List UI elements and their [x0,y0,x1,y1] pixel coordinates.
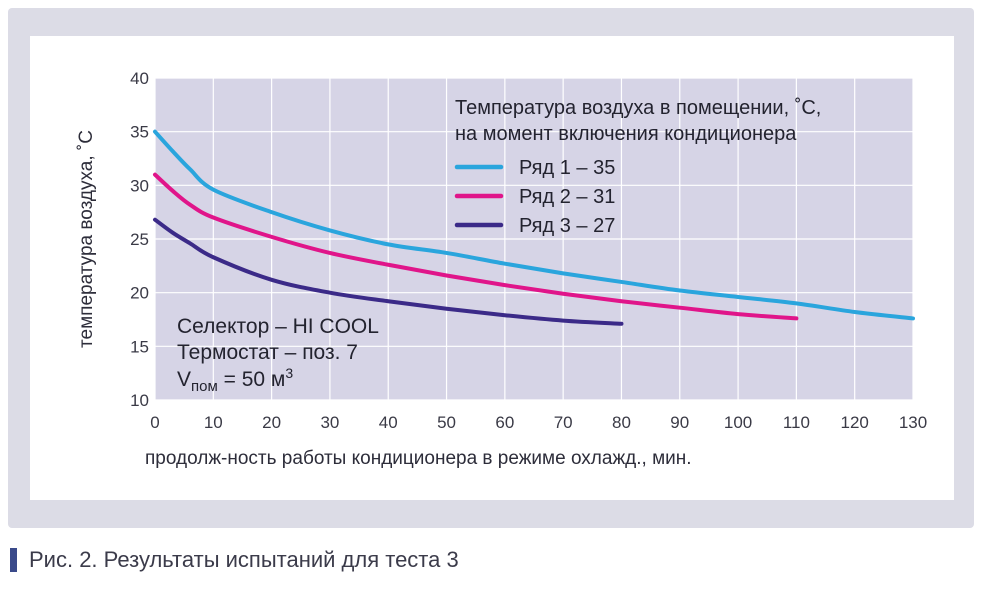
chart: 0 10 20 30 40 50 60 70 80 90 100 110 120 130 10152025… [76,69,927,469]
figure-caption: Рис. 2. Результаты испытаний для теста 3 [10,546,459,574]
x-tick-label: 130 [899,413,927,432]
series-line [153,172,799,321]
x-tick-label: 100 [724,413,752,432]
x-tick-label: 80 [612,413,631,432]
x-tick-label: 20 [262,413,281,432]
x-tick-label: 70 [554,413,573,432]
legend-title-line2: на момент включения кондиционера [455,123,797,145]
grid [154,77,914,401]
series-line [153,217,624,326]
series-line [153,129,915,321]
legend-item-label: Ряд 3 – 27 [519,215,615,237]
y-tick-label: 25 [130,230,149,249]
y-tick-label: 20 [130,284,149,303]
x-tick-label: 60 [495,413,514,432]
legend-title-line1: Температура воздуха в помещении, ˚С, [455,97,821,119]
note-volume: Vпом = 50 м3 [177,365,293,395]
legend-item-label: Ряд 2 – 31 [519,186,615,208]
caption-marker [10,548,17,572]
series-lines [153,129,915,326]
y-tick-labels: 10 15 20 25 30 35 40 [130,69,149,410]
x-axis-title: продолж-ность работы кондиционера в режи… [145,448,692,469]
chart-panel: 0 10 20 30 40 50 60 70 80 90 100 110 120 130 10 15 20 25… [30,36,954,500]
y-tick-label: 30 [130,176,149,195]
note-volume-sup: 3 [285,365,293,381]
note-volume-sub: пом [191,378,218,395]
legend-item-label: Ряд 1 – 35 [519,157,615,179]
caption-text: Рис. 2. Результаты испытаний для теста 3 [29,547,459,572]
note-thermostat: Термостат – поз. 7 [177,341,358,364]
x-tick-label: 30 [320,413,339,432]
legend: Температура воздуха в помещении, ˚С, на … [454,97,821,237]
x-tick-label: 110 [783,413,810,432]
y-tick-label: 10 [130,391,149,410]
test-conditions-note: Селектор – HI COOL Термостат – поз. 7 Vп… [177,315,379,395]
y-tick-label: 15 [130,337,149,356]
x-tick-label: 0 [150,413,159,432]
x-tick-labels: 0 10 20 30 40 50 60 70 80 90 100 110 120 130 [150,413,927,432]
x-tick-label: 40 [379,413,398,432]
y-tick-label: 35 [130,123,149,142]
x-tick-label: 120 [841,413,869,432]
x-tick-label: 90 [670,413,689,432]
figure-frame: 0 10 20 30 40 50 60 70 80 90 100 110 120 130 10 15 20 25… [8,8,974,528]
x-tick-label: 50 [437,413,456,432]
note-selector: Селектор – HI COOL [177,315,379,338]
note-volume-rest: = 50 м [218,368,286,391]
note-volume-v: V [177,368,191,391]
x-tick-label: 10 [204,413,223,432]
y-axis-title: температура воздуха, ˚С [76,130,97,348]
y-tick-label: 40 [130,69,149,88]
